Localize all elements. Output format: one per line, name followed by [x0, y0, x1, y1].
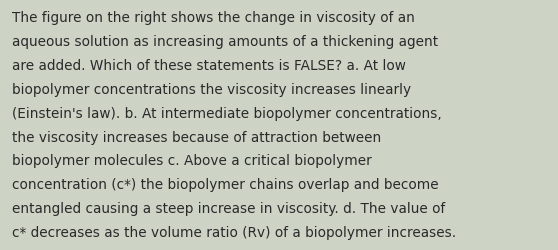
Text: aqueous solution as increasing amounts of a thickening agent: aqueous solution as increasing amounts o… [12, 35, 439, 49]
Text: (Einstein's law). b. At intermediate biopolymer concentrations,: (Einstein's law). b. At intermediate bio… [12, 106, 442, 120]
Text: The figure on the right shows the change in viscosity of an: The figure on the right shows the change… [12, 11, 415, 25]
Text: biopolymer concentrations the viscosity increases linearly: biopolymer concentrations the viscosity … [12, 82, 411, 96]
Text: are added. Which of these statements is FALSE? a. At low: are added. Which of these statements is … [12, 59, 406, 73]
Text: c* decreases as the volume ratio (Rv) of a biopolymer increases.: c* decreases as the volume ratio (Rv) of… [12, 225, 456, 239]
Text: the viscosity increases because of attraction between: the viscosity increases because of attra… [12, 130, 382, 144]
Text: biopolymer molecules c. Above a critical biopolymer: biopolymer molecules c. Above a critical… [12, 154, 372, 168]
Text: concentration (c*) the biopolymer chains overlap and become: concentration (c*) the biopolymer chains… [12, 178, 439, 192]
Text: entangled causing a steep increase in viscosity. d. The value of: entangled causing a steep increase in vi… [12, 201, 445, 215]
